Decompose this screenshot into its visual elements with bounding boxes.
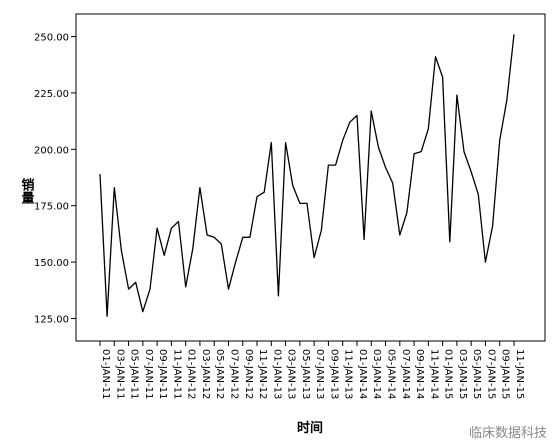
- x-tick-label: 05-JAN-11: [129, 349, 140, 399]
- x-tick-label: 09-JAN-14: [414, 349, 425, 399]
- x-tick-label: 03-JAN-11: [114, 349, 125, 399]
- x-tick-label: 01-JAN-15: [443, 349, 454, 399]
- x-tick-label: 03-JAN-14: [371, 349, 382, 399]
- y-axis: 125.00 150.00 175.00 200.00 225.00 250.00: [34, 33, 76, 325]
- x-tick-label: 01-JAN-12: [186, 349, 197, 399]
- x-tick-label: 05-JAN-15: [471, 349, 482, 399]
- x-tick-label: 11-JAN-13: [343, 349, 354, 399]
- x-axis: 01-JAN-11 03-JAN-11 05-JAN-11 07-JAN-11 09-J…: [99, 341, 525, 399]
- x-tick-label: 07-JAN-14: [400, 349, 411, 399]
- x-tick-label: 01-JAN-14: [357, 349, 368, 399]
- x-tick-label: 03-JAN-15: [457, 349, 468, 399]
- x-tick-label: 09-JAN-13: [328, 349, 339, 399]
- watermark: 临床数据科技: [465, 422, 550, 441]
- x-tick-label: 07-JAN-13: [314, 349, 325, 399]
- x-axis-title: 时间: [297, 420, 323, 436]
- series-line: [99, 34, 515, 317]
- x-tick-label: 09-JAN-12: [243, 349, 254, 399]
- x-tick-label: 11-JAN-14: [428, 349, 439, 399]
- x-tick-label: 11-JAN-11: [171, 349, 182, 399]
- x-tick-label: 03-JAN-13: [286, 349, 297, 399]
- series-layer: [99, 34, 515, 317]
- y-tick-label: 225.00: [34, 89, 69, 100]
- x-tick-label: 05-JAN-13: [300, 349, 311, 399]
- y-tick-label: 175.00: [34, 202, 69, 213]
- x-tick-label: 07-JAN-12: [228, 349, 239, 399]
- y-tick-label: 250.00: [34, 33, 69, 44]
- x-tick-label: 11-JAN-15: [514, 349, 525, 399]
- x-tick-label: 05-JAN-12: [214, 349, 225, 399]
- x-tick-label: 01-JAN-13: [271, 349, 282, 399]
- x-tick-label: 05-JAN-14: [386, 349, 397, 399]
- y-axis-title: 销量: [19, 177, 35, 205]
- x-tick-label: 03-JAN-12: [200, 349, 211, 399]
- plot-area: [75, 13, 546, 342]
- x-tick-label: 09-JAN-11: [157, 349, 168, 399]
- x-tick-label: 07-JAN-15: [485, 349, 496, 399]
- y-tick-label: 200.00: [34, 145, 69, 156]
- x-tick-label: 11-JAN-12: [257, 349, 268, 399]
- x-tick-label: 09-JAN-15: [500, 349, 511, 399]
- x-tick-label: 01-JAN-11: [100, 349, 111, 399]
- y-tick-label: 150.00: [34, 258, 69, 269]
- y-tick-label: 125.00: [34, 314, 69, 325]
- x-tick-label: 07-JAN-11: [143, 349, 154, 399]
